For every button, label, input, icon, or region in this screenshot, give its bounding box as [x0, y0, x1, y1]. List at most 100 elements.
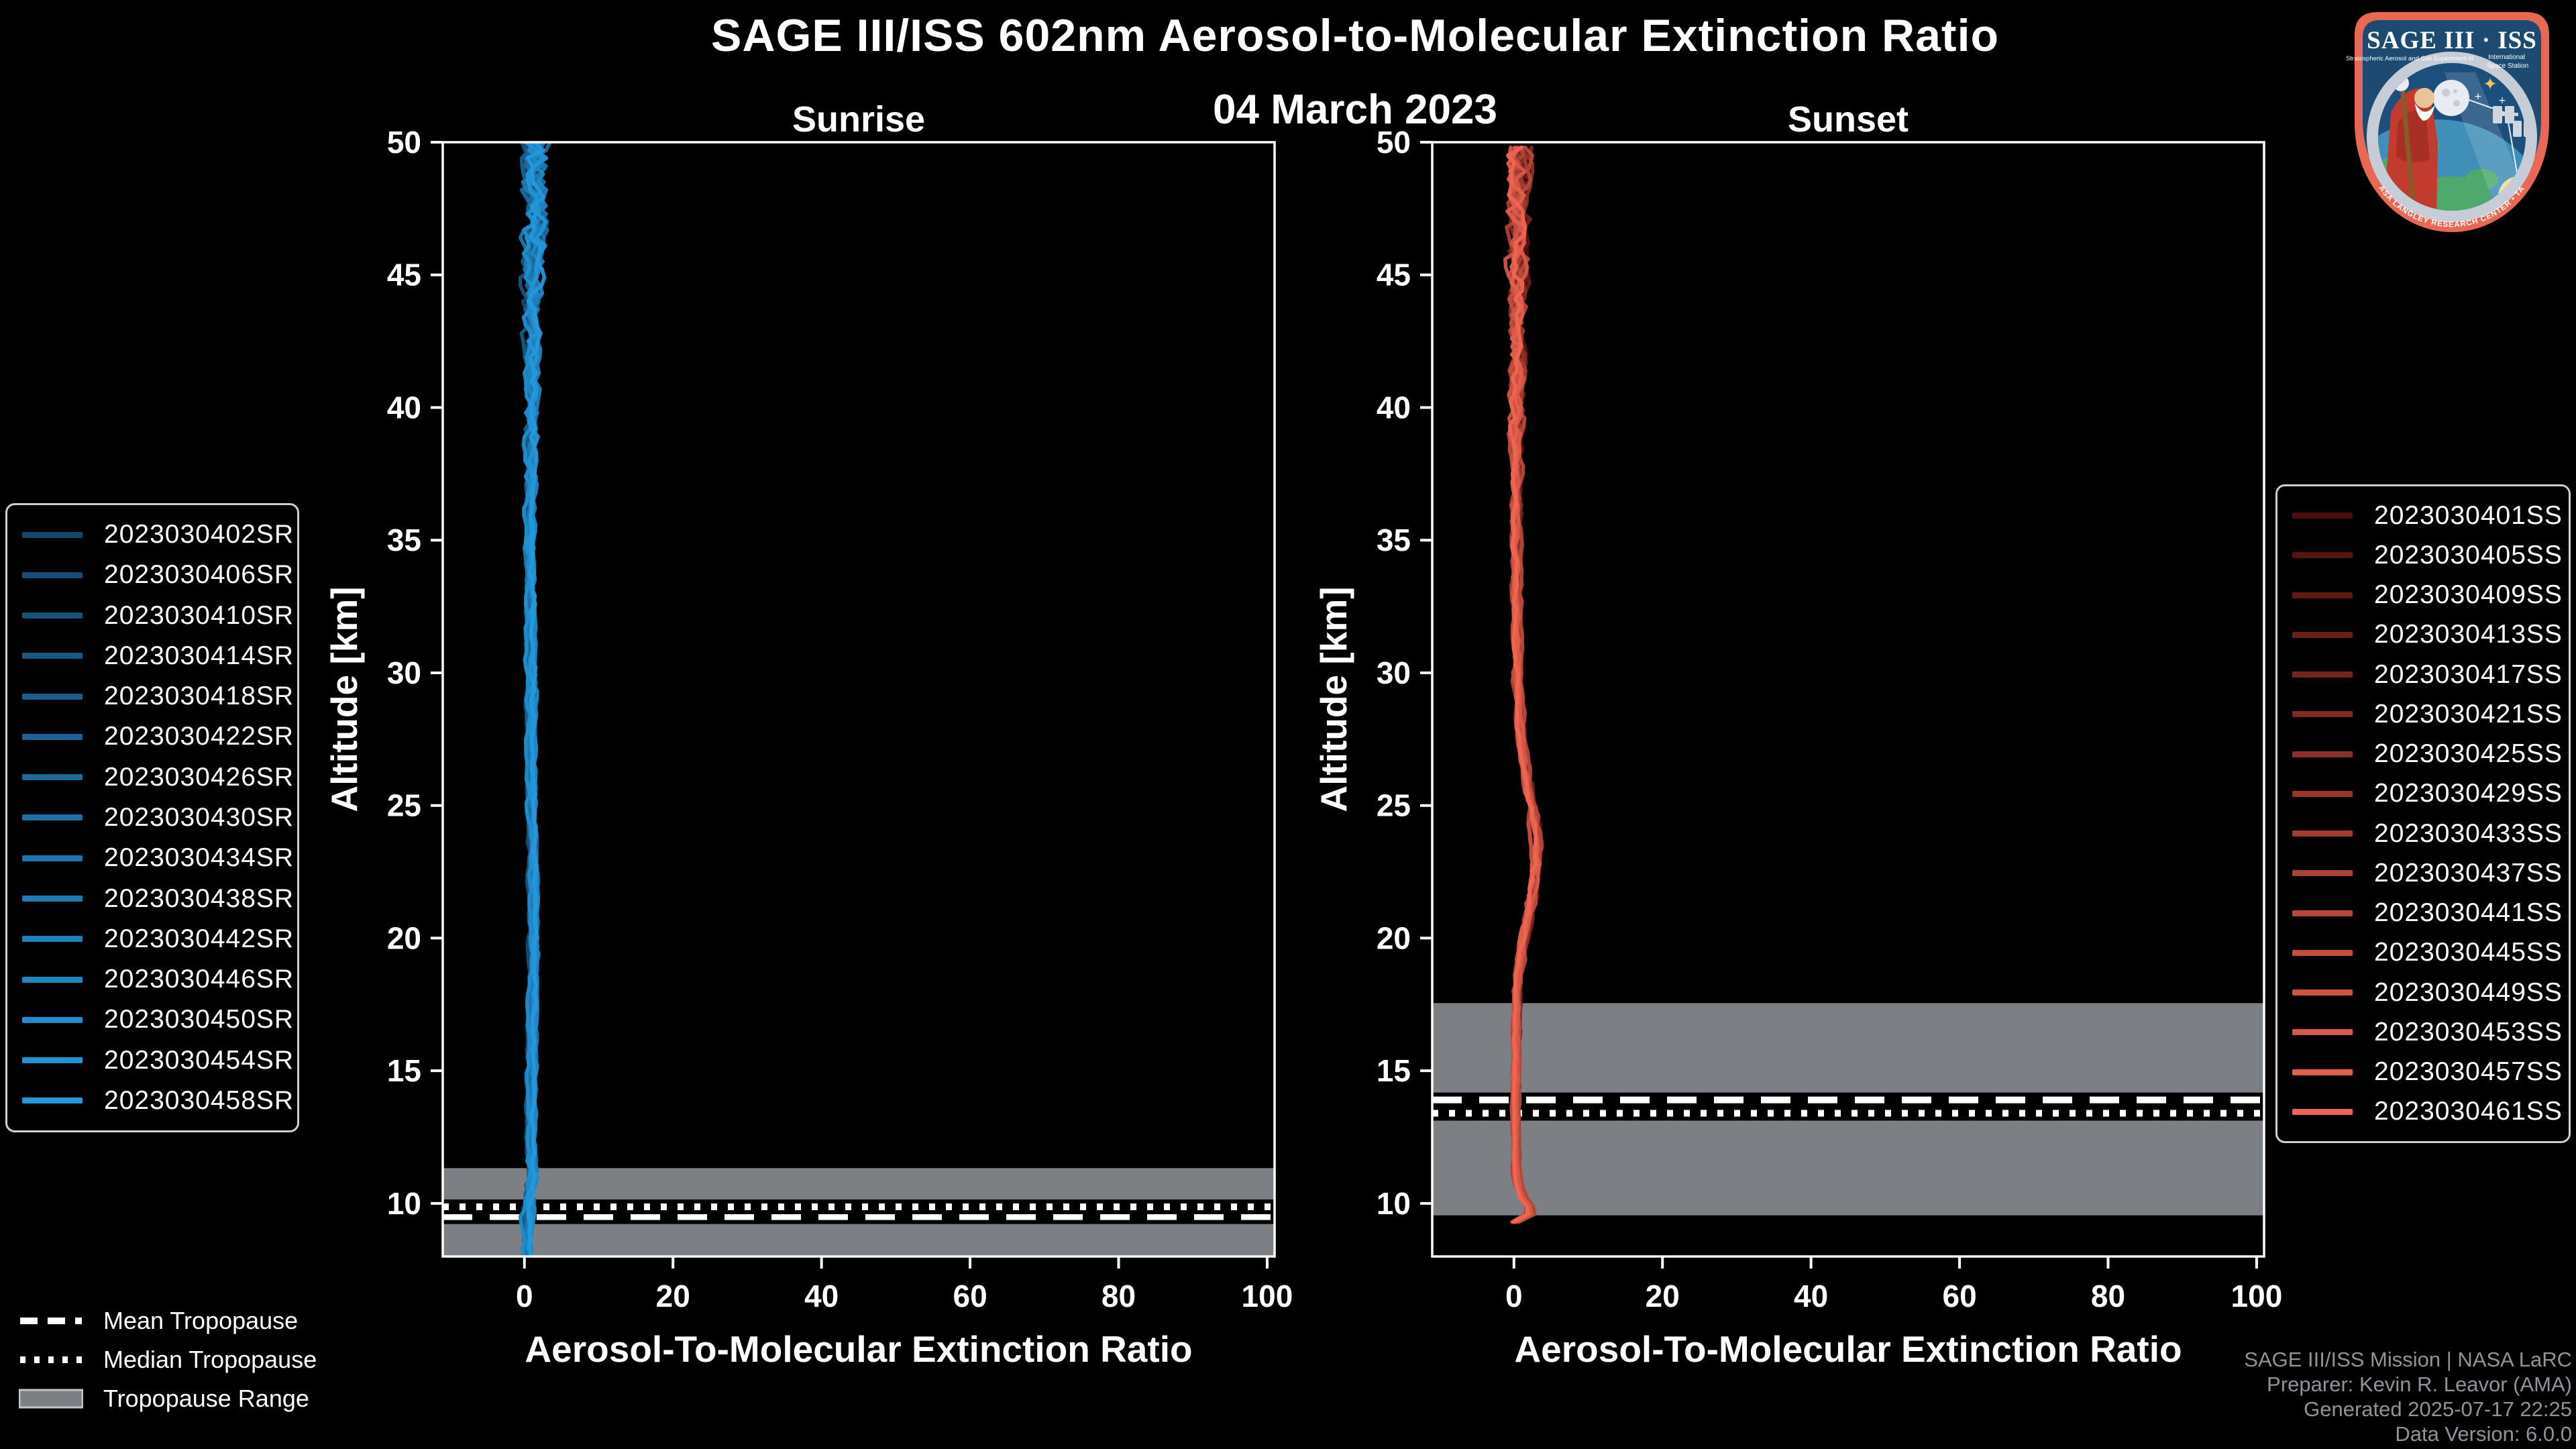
- legend-event-label: 2023030430SR: [104, 802, 294, 832]
- legend-event-label: 2023030402SR: [104, 520, 294, 549]
- legend-item: 2023030458SR: [14, 1086, 293, 1116]
- legend-item: 2023030413SS: [2284, 620, 2562, 649]
- legend-event-label: 2023030413SS: [2374, 620, 2563, 649]
- panel-sunrise: 0 20 40 60 80 100 10 15 20 25 30 35 40 45 50 Aerosol-To…: [323, 99, 1293, 1370]
- svg-text:+: +: [2498, 95, 2506, 106]
- legend-line-swatch: [22, 855, 83, 861]
- logo-ring: [2367, 52, 2537, 222]
- y-tick-label: 45: [1377, 258, 1411, 292]
- legend-item: 2023030457SS: [2284, 1057, 2562, 1087]
- axes-box: [441, 141, 1276, 1258]
- legend-line-swatch: [2292, 1069, 2353, 1075]
- legend-line-swatch: [22, 693, 83, 700]
- legend-line-swatch: [22, 814, 83, 821]
- y-axis-label: Altitude [km]: [1313, 586, 1354, 812]
- legend-event-label: 2023030434SR: [104, 843, 294, 873]
- x-tick-label: 60: [953, 1279, 987, 1313]
- x-tick-label: 100: [2231, 1279, 2283, 1313]
- tropopause-legend-item: Mean Tropopause: [19, 1307, 317, 1335]
- credit-mission: SAGE III/ISS Mission | NASA LaRC: [2244, 1348, 2572, 1371]
- svg-text:+: +: [2474, 91, 2482, 102]
- legend-event-label: 2023030409SS: [2374, 580, 2563, 610]
- legend-event-label: 2023030422SR: [104, 722, 294, 751]
- tropopause-legend: Mean Tropopause Median Tropopause Tropopau…: [19, 1307, 317, 1413]
- legend-event-label: 2023030458SR: [104, 1085, 294, 1115]
- y-tick-label: 15: [1377, 1053, 1411, 1088]
- credit-data-version: Data Version: 6.0.0: [2395, 1422, 2572, 1446]
- legend-line-swatch: [22, 1016, 83, 1023]
- legend-event-label: 2023030425SS: [2374, 739, 2563, 769]
- legend-line-swatch: [2292, 989, 2353, 996]
- logo-subtitle-right: International Space Station: [2487, 54, 2528, 70]
- legend-item: 2023030406SR: [14, 560, 293, 590]
- legend-line-swatch: [22, 531, 83, 538]
- legend-item: 2023030426SR: [14, 763, 293, 792]
- legend-line-swatch: [2292, 1108, 2353, 1115]
- legend-event-label: 2023030441SS: [2374, 898, 2563, 928]
- tropopause-legend-item: Median Tropopause: [19, 1346, 317, 1374]
- legend-event-label: 2023030406SR: [104, 560, 294, 590]
- legend-line-swatch: [22, 774, 83, 781]
- legend-line-swatch: [2292, 910, 2353, 916]
- profile-2023030461SS: [1505, 146, 1538, 1224]
- legend-item: 2023030437SS: [2284, 859, 2562, 888]
- legend-line-swatch: [2292, 1029, 2353, 1036]
- legend-event-label: 2023030433SS: [2374, 818, 2563, 848]
- moon: [2433, 80, 2469, 116]
- legend-line-swatch: [2292, 631, 2353, 638]
- y-tick-label: 10: [1377, 1186, 1411, 1221]
- legend-item: 2023030421SS: [2284, 700, 2562, 729]
- legend-event-label: 2023030405SS: [2374, 540, 2563, 570]
- legend-event-label: 2023030453SS: [2374, 1017, 2563, 1046]
- legend-line-swatch: [2292, 513, 2353, 519]
- legend-line-swatch: [22, 572, 83, 578]
- x-tick-label: 40: [1794, 1279, 1828, 1313]
- x-tick-label: 0: [1505, 1279, 1523, 1313]
- legend-line-swatch: [2292, 949, 2353, 956]
- legend-event-label: 2023030457SS: [2374, 1057, 2563, 1087]
- y-tick-label: 15: [387, 1053, 421, 1088]
- legend-event-label: 2023030417SS: [2374, 659, 2563, 689]
- legend-item: 2023030453SS: [2284, 1018, 2562, 1047]
- y-tick-label: 30: [387, 655, 421, 690]
- legend-line-swatch: [22, 896, 83, 902]
- legend-line-swatch: [2292, 711, 2353, 718]
- y-tick-label: 50: [387, 125, 421, 160]
- tropopause-legend-label: Mean Tropopause: [103, 1307, 299, 1334]
- x-tick-label: 100: [1242, 1279, 1293, 1313]
- x-tick-label: 0: [516, 1279, 533, 1313]
- iss: [2493, 106, 2526, 137]
- legend-item: 2023030434SR: [14, 843, 293, 873]
- x-tick-label: 40: [804, 1279, 839, 1313]
- legend-item: 2023030442SR: [14, 924, 293, 954]
- legend-event-label: 2023030418SR: [104, 682, 294, 711]
- tropopause-legend-label: Tropopause Range: [103, 1385, 309, 1412]
- credit-preparer: Preparer: Kevin R. Leavor (AMA): [2267, 1373, 2572, 1396]
- legend-item: 2023030429SS: [2284, 779, 2562, 808]
- panel-title-sunset: Sunset: [1788, 99, 1909, 140]
- legend-item: 2023030401SS: [2284, 501, 2562, 531]
- profile-2023030450SR: [518, 142, 544, 1256]
- legend-item: 2023030409SS: [2284, 580, 2562, 610]
- page-title: SAGE III/ISS 602nm Aerosol-to-Molecular …: [710, 10, 2000, 61]
- legend-line-swatch: [22, 936, 83, 943]
- tropopause-legend-item: Tropopause Range: [19, 1385, 317, 1413]
- legend-event-label: 2023030461SS: [2374, 1097, 2563, 1126]
- legend-line-swatch: [2292, 790, 2353, 797]
- y-axis-label: Altitude [km]: [323, 586, 365, 812]
- legend-item: 2023030405SS: [2284, 541, 2562, 570]
- legend-line-swatch: [22, 653, 83, 659]
- legend-event-label: 2023030410SR: [104, 600, 294, 630]
- y-tick-label: 20: [1377, 920, 1411, 955]
- legend-item: 2023030441SS: [2284, 898, 2562, 928]
- panel-title-sunrise: Sunrise: [792, 99, 925, 140]
- legend-line-swatch: [2292, 751, 2353, 757]
- legend-item: 2023030454SR: [14, 1046, 293, 1075]
- sunset-event-legend: 2023030401SS 2023030405SS 2023030409SS 2023…: [2275, 484, 2571, 1143]
- axes-box: [1431, 141, 2265, 1258]
- legend-line-swatch: [22, 733, 83, 740]
- x-axis-label: Aerosol-To-Molecular Extinction Ratio: [1514, 1328, 2182, 1370]
- y-tick-label: 10: [387, 1186, 421, 1221]
- y-tick-label: 45: [387, 258, 421, 292]
